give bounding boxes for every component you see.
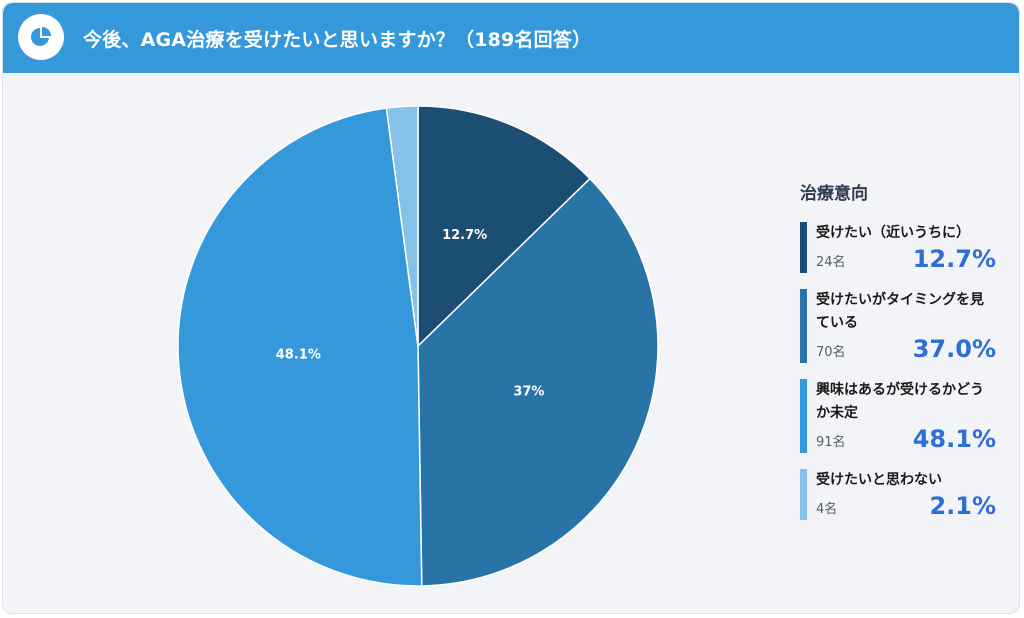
legend-percent: 12.7% (912, 245, 996, 273)
legend-count: 91名 (816, 435, 846, 450)
legend-item: 受けたいと思わない 4名 2.1% (800, 469, 996, 520)
legend-item: 受けたい（近いうちに） 24名 12.7% (800, 222, 996, 273)
pie-chart-icon (18, 14, 64, 60)
legend-item: 興味はあるが受けるかどうか未定 91名 48.1% (800, 379, 996, 453)
legend-count: 70名 (816, 345, 846, 360)
legend-count: 4名 (816, 502, 838, 517)
pie-slice-label: 37% (513, 384, 544, 399)
legend-label: 興味はあるが受けるかどうか未定 (816, 382, 984, 421)
legend-percent: 37.0% (912, 335, 996, 363)
pie-slice-label: 12.7% (442, 228, 487, 243)
legend-color-bar (800, 469, 807, 520)
pie-chart: 12.7% 37% 48.1% (177, 105, 659, 587)
legend-item: 受けたいがタイミングを見ている 70名 37.0% (800, 289, 996, 363)
pie-slice-label: 48.1% (276, 347, 321, 362)
chart-header: 今後、AGA治療を受けたいと思いますか？（189名回答） (3, 3, 1019, 73)
pie-slice (417, 105, 592, 348)
legend-color-bar (800, 379, 807, 453)
legend-percent: 48.1% (912, 425, 996, 453)
pie-slice (385, 105, 419, 347)
legend-color-bar (800, 289, 807, 363)
legend-label: 受けたいと思わない (816, 472, 942, 488)
chart-title: 今後、AGA治療を受けたいと思いますか？（189名回答） (83, 29, 592, 51)
legend-title: 治療意向 (800, 184, 868, 204)
legend: 治療意向 受けたい（近いうちに） 24名 12.7% 受けたいがタイミングを見て… (800, 179, 996, 536)
pie-slice (177, 107, 423, 587)
legend-percent: 2.1% (929, 492, 996, 520)
legend-count: 24名 (816, 255, 846, 270)
pie-slice (417, 177, 659, 587)
legend-color-bar (800, 222, 807, 273)
legend-label: 受けたいがタイミングを見ている (816, 292, 984, 331)
legend-label: 受けたい（近いうちに） (816, 225, 970, 241)
